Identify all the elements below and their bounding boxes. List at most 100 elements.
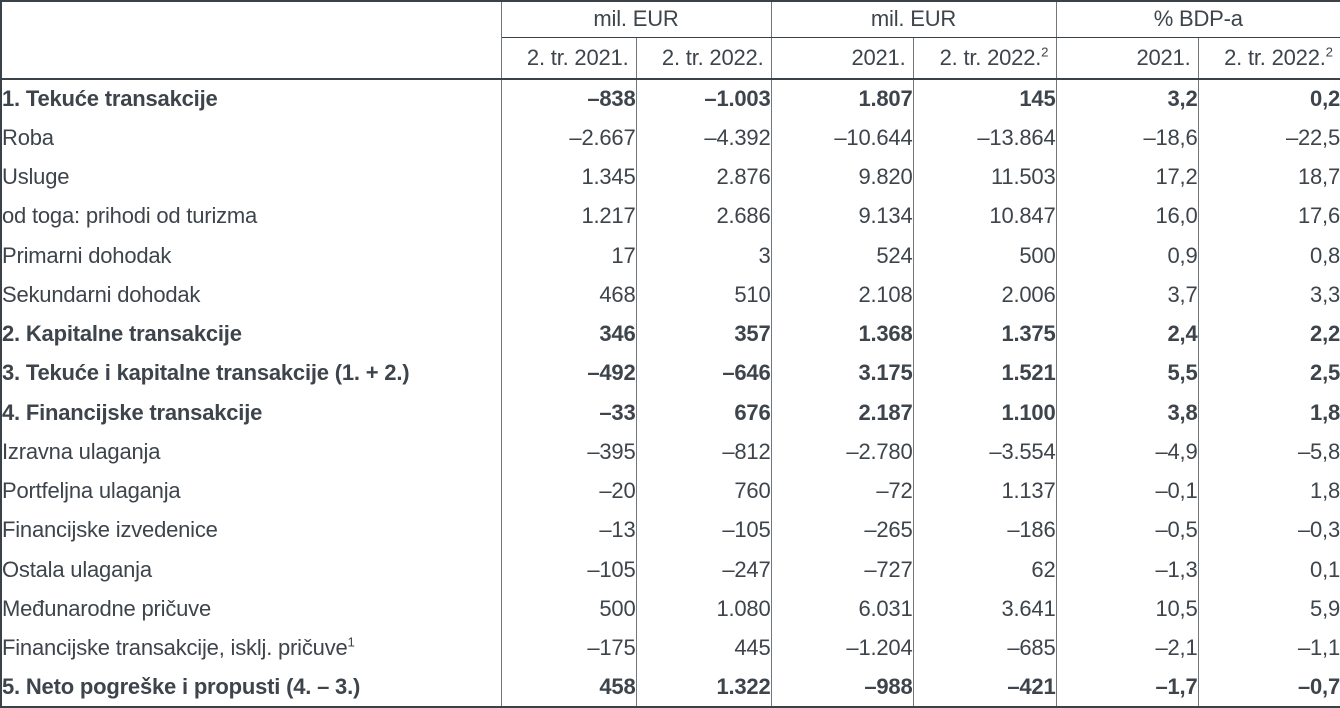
cell-value: 5,5 xyxy=(1055,353,1198,393)
cell-value: –1.204 xyxy=(770,628,913,668)
cell-value: 1.137 xyxy=(912,471,1056,511)
cell-value: 17 xyxy=(500,236,636,276)
row-label: od toga: prihodi od turizma xyxy=(1,197,501,236)
cell-value: 2.686 xyxy=(635,196,771,236)
cell-value: 468 xyxy=(500,275,636,315)
cell-value: –5,8 xyxy=(1197,432,1340,472)
cell-value: –105 xyxy=(635,510,771,550)
column-subheader: 2. tr. 2022.2 xyxy=(1197,37,1340,80)
row-label: Usluge xyxy=(1,158,501,197)
cell-value: 500 xyxy=(500,589,636,629)
cell-value: –0,7 xyxy=(1197,667,1340,707)
cell-value: –175 xyxy=(500,628,636,668)
row-label: 5. Neto pogreške i propusti (4. – 3.) xyxy=(1,668,501,707)
cell-value: 2,5 xyxy=(1197,353,1340,393)
cell-value: 1,8 xyxy=(1197,471,1340,511)
cell-value: 2.187 xyxy=(770,393,913,433)
row-label-text: 1. Tekuće transakcije xyxy=(2,86,218,112)
row-label-text: 2. Kapitalne transakcije xyxy=(2,321,242,347)
cell-value: 2,4 xyxy=(1055,314,1198,354)
row-label: 3. Tekuće i kapitalne transakcije (1. + … xyxy=(1,354,501,393)
cell-value: 3,3 xyxy=(1197,275,1340,315)
footnote-marker: 2 xyxy=(1325,44,1334,60)
corner-cell xyxy=(1,1,502,80)
cell-value: 5,9 xyxy=(1197,589,1340,629)
cell-value: 357 xyxy=(635,314,771,354)
table-row: 4. Financijske transakcije –33 676 2.187 1.1… xyxy=(1,393,1340,433)
cell-value: 62 xyxy=(912,550,1056,590)
cell-value: –22,5 xyxy=(1197,118,1340,158)
table-row: 3. Tekuće i kapitalne transakcije (1. + … xyxy=(1,353,1340,393)
column-subheader: 2. tr. 2022.2 xyxy=(912,37,1056,80)
row-label: 1. Tekuće transakcije xyxy=(1,79,501,118)
cell-value: –727 xyxy=(770,550,913,590)
row-label: Roba xyxy=(1,118,501,157)
column-subheader-label: 2. tr. 2022. xyxy=(661,44,764,70)
cell-value: –395 xyxy=(500,432,636,472)
row-label-text: Usluge xyxy=(2,164,70,190)
cell-value: –838 xyxy=(500,79,636,119)
cell-value: –1,7 xyxy=(1055,667,1198,707)
row-label: Primarni dohodak xyxy=(1,236,501,275)
cell-value: 760 xyxy=(635,471,771,511)
cell-value: 0,2 xyxy=(1197,79,1340,119)
cell-value: 1.807 xyxy=(770,79,913,119)
row-label-text: Portfeljna ulaganja xyxy=(2,478,181,504)
column-subheader-label: 2021. xyxy=(1136,44,1191,70)
cell-value: 3,8 xyxy=(1055,393,1198,433)
table-row: Sekundarni dohodak 468 510 2.108 2.006 3,7 3,3 xyxy=(1,275,1340,315)
cell-value: 0,1 xyxy=(1197,550,1340,590)
cell-value: 445 xyxy=(635,628,771,668)
cell-value: 3 xyxy=(635,236,771,276)
cell-value: –0,5 xyxy=(1055,510,1198,550)
table-row: 1. Tekuće transakcije –838 –1.003 1.807 145 3… xyxy=(1,79,1340,119)
row-label: Financijske transakcije, isklj. pričuve1 xyxy=(1,629,501,668)
cell-value: –3.554 xyxy=(912,432,1056,472)
table-row: Izravna ulaganja –395 –812 –2.780 –3.554 –4,9… xyxy=(1,432,1340,472)
cell-value: –1,1 xyxy=(1197,628,1340,668)
row-label: Ostala ulaganja xyxy=(1,550,501,589)
row-label: Međunarodne pričuve xyxy=(1,589,501,628)
cell-value: –4,9 xyxy=(1055,432,1198,472)
cell-value: 10,5 xyxy=(1055,589,1198,629)
row-label-text: Izravna ulaganja xyxy=(2,438,161,464)
table-row: Roba –2.667 –4.392 –10.644 –13.864 –18,6 –22,5 xyxy=(1,118,1340,158)
cell-value: –13.864 xyxy=(912,118,1056,158)
cell-value: –186 xyxy=(912,510,1056,550)
column-subheader-label: 2021. xyxy=(851,44,906,70)
row-label-text: Financijske izvedenice xyxy=(2,517,218,543)
row-label-text: Primarni dohodak xyxy=(2,242,172,268)
cell-value: 1.368 xyxy=(770,314,913,354)
cell-value: 17,2 xyxy=(1055,157,1198,197)
cell-value: –72 xyxy=(770,471,913,511)
cell-value: –812 xyxy=(635,432,771,472)
cell-value: 1.375 xyxy=(912,314,1056,354)
cell-value: –13 xyxy=(500,510,636,550)
table-row: 2. Kapitalne transakcije 346 357 1.368 1.375… xyxy=(1,314,1340,354)
row-label-text: 4. Financijske transakcije xyxy=(2,399,263,425)
row-label-text: Sekundarni dohodak xyxy=(2,281,201,307)
table-row: Financijske izvedenice –13 –105 –265 –186 –0,… xyxy=(1,510,1340,550)
table-row: Međunarodne pričuve 500 1.080 6.031 3.641 10,… xyxy=(1,589,1340,629)
column-subheader-label: 2. tr. 2021. xyxy=(526,44,629,70)
cell-value: 1.322 xyxy=(635,667,771,707)
column-subheader: 2021. xyxy=(770,37,913,80)
cell-value: –2.667 xyxy=(500,118,636,158)
cell-value: –18,6 xyxy=(1055,118,1198,158)
cell-value: 1.217 xyxy=(500,196,636,236)
cell-value: 2.006 xyxy=(912,275,1056,315)
row-label-text: 3. Tekuće i kapitalne transakcije (1. + … xyxy=(2,360,410,386)
header-group-row: mil. EUR mil. EUR % BDP-a xyxy=(1,1,1340,80)
row-label: Sekundarni dohodak xyxy=(1,275,501,314)
table-row: Portfeljna ulaganja –20 760 –72 1.137 –0,1 1,8 xyxy=(1,471,1340,511)
cell-value: –247 xyxy=(635,550,771,590)
cell-value: –492 xyxy=(500,353,636,393)
footnote-marker: 2 xyxy=(1041,44,1049,60)
cell-value: –2.780 xyxy=(770,432,913,472)
cell-value: 16,0 xyxy=(1055,196,1198,236)
cell-value: 1,8 xyxy=(1197,393,1340,433)
row-label-text: Međunarodne pričuve xyxy=(2,595,212,621)
table-row: 5. Neto pogreške i propusti (4. – 3.) 458… xyxy=(1,667,1340,707)
cell-value: –10.644 xyxy=(770,118,913,158)
